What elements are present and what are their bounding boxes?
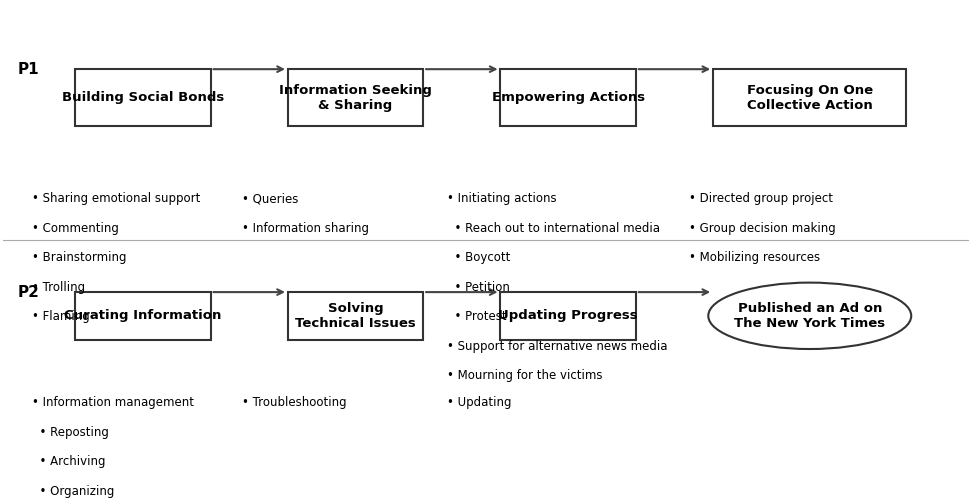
FancyBboxPatch shape xyxy=(713,69,907,126)
Text: • Petition: • Petition xyxy=(447,281,510,294)
FancyBboxPatch shape xyxy=(501,292,636,339)
Text: • Flaming: • Flaming xyxy=(32,310,89,323)
Text: • Protest: • Protest xyxy=(447,310,507,323)
Text: Empowering Actions: Empowering Actions xyxy=(492,91,644,104)
Text: • Queries: • Queries xyxy=(242,193,298,206)
FancyBboxPatch shape xyxy=(501,69,636,126)
Text: • Directed group project: • Directed group project xyxy=(689,193,833,206)
Text: Building Social Bonds: Building Social Bonds xyxy=(62,91,224,104)
Text: Published an Ad on
The New York Times: Published an Ad on The New York Times xyxy=(734,302,885,330)
Text: • Brainstorming: • Brainstorming xyxy=(32,251,126,264)
Text: Solving
Technical Issues: Solving Technical Issues xyxy=(295,302,416,330)
Text: • Archiving: • Archiving xyxy=(32,455,105,468)
Text: Information Seeking
& Sharing: Information Seeking & Sharing xyxy=(279,84,432,112)
Text: • Reposting: • Reposting xyxy=(32,426,109,439)
Text: Updating Progress: Updating Progress xyxy=(499,309,638,322)
Text: • Reach out to international media: • Reach out to international media xyxy=(447,222,660,235)
Text: • Commenting: • Commenting xyxy=(32,222,119,235)
Text: Curating Information: Curating Information xyxy=(64,309,222,322)
Ellipse shape xyxy=(709,282,911,349)
FancyBboxPatch shape xyxy=(75,292,211,339)
Text: • Boycott: • Boycott xyxy=(447,251,510,264)
Text: • Group decision making: • Group decision making xyxy=(689,222,836,235)
Text: • Troubleshooting: • Troubleshooting xyxy=(242,396,347,410)
Text: • Mobilizing resources: • Mobilizing resources xyxy=(689,251,820,264)
FancyBboxPatch shape xyxy=(288,292,423,339)
Text: • Information management: • Information management xyxy=(32,396,193,410)
Text: • Initiating actions: • Initiating actions xyxy=(447,193,557,206)
Text: • Organizing: • Organizing xyxy=(32,485,114,498)
Text: • Sharing emotional support: • Sharing emotional support xyxy=(32,193,200,206)
Text: Focusing On One
Collective Action: Focusing On One Collective Action xyxy=(746,84,873,112)
FancyBboxPatch shape xyxy=(75,69,211,126)
FancyBboxPatch shape xyxy=(288,69,423,126)
Text: P1: P1 xyxy=(17,62,39,77)
Text: • Updating: • Updating xyxy=(447,396,512,410)
Text: • Information sharing: • Information sharing xyxy=(242,222,369,235)
Text: P2: P2 xyxy=(17,284,39,299)
Text: • Trolling: • Trolling xyxy=(32,281,85,294)
Text: • Support for alternative news media: • Support for alternative news media xyxy=(447,339,668,352)
Text: • Mourning for the victims: • Mourning for the victims xyxy=(447,369,603,382)
